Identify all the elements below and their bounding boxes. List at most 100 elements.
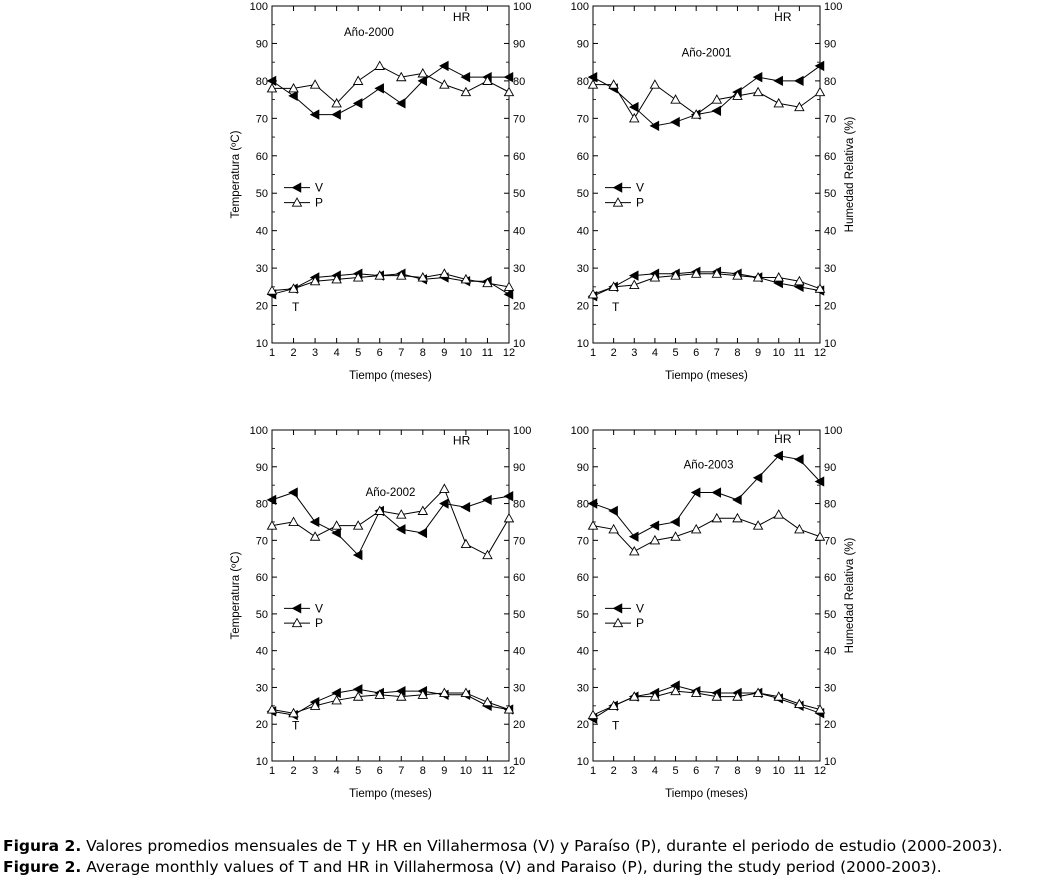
series-p-t xyxy=(266,268,515,295)
series-p-t xyxy=(266,687,515,718)
data-point xyxy=(690,487,701,498)
data-point xyxy=(814,476,825,487)
x-tick-label: 2 xyxy=(611,347,617,359)
data-point xyxy=(352,520,364,530)
hr-annotation: HR xyxy=(774,10,792,24)
data-point xyxy=(331,273,342,284)
legend-label: V xyxy=(315,181,323,195)
y-tick-label-left: 90 xyxy=(256,38,268,50)
y-tick-label-left: 70 xyxy=(577,535,589,547)
legend-label: V xyxy=(315,601,323,615)
x-tick-label: 12 xyxy=(503,347,515,359)
x-tick-label: 5 xyxy=(355,347,361,359)
data-point xyxy=(503,281,515,291)
data-point xyxy=(266,494,277,506)
series-line xyxy=(271,491,510,556)
data-point xyxy=(670,685,681,696)
data-point xyxy=(482,696,493,707)
data-point xyxy=(482,549,493,560)
x-tick-label: 8 xyxy=(734,347,740,359)
x-tick-label: 1 xyxy=(590,347,596,359)
legend: VP xyxy=(284,601,323,630)
data-point xyxy=(417,67,429,78)
series-line xyxy=(592,273,821,295)
x-tick-label: 3 xyxy=(631,347,637,359)
data-point xyxy=(608,523,619,534)
x-tick-label: 6 xyxy=(693,347,699,359)
legend-marker xyxy=(291,617,303,628)
chart-panel-4: 10 10 20 20 30 30 40 40 50 50 60 60 70 70 80 80 90 90 100 1… xyxy=(571,425,856,800)
data-point xyxy=(752,71,763,83)
legend-marker xyxy=(612,603,623,614)
x-tick-label: 5 xyxy=(672,347,678,359)
legend: VP xyxy=(605,601,644,630)
data-point xyxy=(417,272,429,282)
y-tick-label-left: 10 xyxy=(577,756,589,768)
data-point xyxy=(608,281,619,291)
panel-year-label: Año-2000 xyxy=(344,27,394,39)
series-p-hr xyxy=(587,79,826,123)
data-point xyxy=(814,531,826,541)
series-line xyxy=(271,692,510,714)
y-tick-label-left: 100 xyxy=(571,425,589,437)
x-tick-label: 7 xyxy=(398,765,404,777)
data-point xyxy=(587,709,599,720)
figure-2-charts: 10 10 20 20 30 30 40 40 50 50 60 60 70 70 80 80 90 90 100 1… xyxy=(230,1,856,800)
y-tick-label-left: 60 xyxy=(577,572,589,584)
series-p-t xyxy=(587,685,826,720)
y-tick-label-right: 50 xyxy=(824,188,836,200)
data-point xyxy=(288,707,299,718)
y-tick-label-right: 10 xyxy=(824,756,836,768)
y-tick-label-left: 40 xyxy=(577,226,589,238)
data-point xyxy=(773,691,784,701)
y-tick-label-right: 100 xyxy=(824,1,842,13)
data-point xyxy=(439,60,449,72)
data-point xyxy=(331,520,342,530)
y-tick-label-left: 90 xyxy=(577,38,589,50)
x-tick-label: 12 xyxy=(814,765,826,777)
y-tick-label-right: 100 xyxy=(513,425,531,437)
data-point xyxy=(309,79,321,89)
caption-spanish: Figura 2. Valores promedios mensuales de… xyxy=(3,836,1057,856)
y-tick-label-right: 80 xyxy=(824,76,836,88)
data-point xyxy=(732,90,743,100)
y-tick-label-left: 20 xyxy=(256,301,268,313)
data-point xyxy=(374,505,385,515)
data-point xyxy=(670,94,681,104)
y-tick-label-left: 10 xyxy=(577,338,589,350)
data-point xyxy=(482,277,493,288)
x-tick-label: 11 xyxy=(794,765,805,777)
y-axis-label-right: Humedad Relativa (%) xyxy=(844,537,856,653)
y-tick-label-right: 10 xyxy=(513,338,525,350)
data-point xyxy=(396,270,407,280)
data-point xyxy=(460,86,472,97)
x-tick-label: 1 xyxy=(269,347,275,359)
x-tick-label: 3 xyxy=(312,765,318,777)
data-point xyxy=(439,687,450,698)
data-point xyxy=(752,520,764,530)
data-point xyxy=(266,285,278,295)
data-point xyxy=(417,75,428,87)
data-point xyxy=(649,79,661,89)
y-tick-label-left: 40 xyxy=(577,646,589,658)
data-point xyxy=(752,687,764,698)
data-point xyxy=(732,270,743,280)
data-point xyxy=(608,79,619,89)
y-tick-label-right: 30 xyxy=(513,682,525,694)
y-tick-label-right: 70 xyxy=(513,113,525,125)
legend-marker xyxy=(612,197,624,207)
data-point xyxy=(773,450,783,461)
y-tick-label-left: 10 xyxy=(256,756,268,768)
y-tick-label-left: 60 xyxy=(256,151,268,163)
data-point xyxy=(309,109,320,120)
y-tick-label-left: 70 xyxy=(256,113,268,125)
data-point xyxy=(352,684,363,695)
data-point xyxy=(331,687,341,699)
x-tick-label: 2 xyxy=(290,347,296,359)
data-point xyxy=(374,270,385,280)
x-axis-label: Tiempo (meses) xyxy=(349,788,432,800)
series-line xyxy=(271,688,510,716)
data-point xyxy=(374,60,385,70)
data-point xyxy=(629,112,640,123)
y-tick-label-right: 90 xyxy=(824,38,836,50)
